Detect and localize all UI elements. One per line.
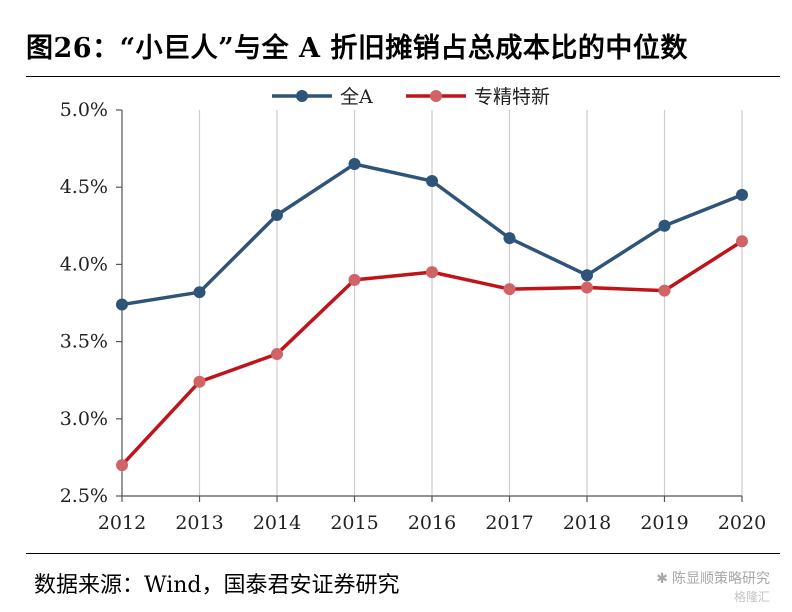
y-tick-label: 4.5% [60, 176, 108, 198]
figure-title: 图26：“小巨人”与全 A 折旧摊销占总成本比的中位数 [26, 33, 688, 64]
x-tick-label: 2020 [718, 512, 766, 534]
data-point [503, 232, 516, 245]
series-1 [116, 158, 748, 311]
x-tick-label: 2016 [408, 512, 456, 534]
watermark-sub: 格隆汇 [733, 590, 770, 604]
x-tick-label: 2015 [330, 512, 378, 534]
grid-lines [198, 110, 743, 496]
data-point [116, 298, 128, 311]
y-tick-label: 5.0% [60, 99, 108, 121]
legend-item: 专精特新 [406, 86, 550, 108]
data-point [193, 286, 206, 299]
watermark: ✱ 陈显顺策略研究 [656, 568, 770, 588]
source-divider [26, 553, 780, 554]
y-tick-label: 4.0% [60, 253, 108, 275]
data-point [658, 284, 671, 297]
legend-marker [296, 90, 308, 102]
data-point [271, 208, 283, 221]
wechat-icon: ✱ [656, 571, 668, 587]
x-tick-label: 2013 [175, 512, 223, 534]
data-point [736, 235, 748, 248]
source-note: 数据来源：Wind，国泰君安证券研究 [34, 573, 400, 598]
x-tick-label: 2019 [640, 512, 688, 534]
data-point [658, 219, 671, 232]
watermark-text: 陈显顺策略研究 [672, 571, 770, 587]
axes: 2.5% 3.0% 3.5% 4.0% 4.5% 5.0% 2012 2013 2014 2015… [60, 99, 766, 534]
x-tick-label: 2014 [253, 512, 301, 534]
legend: 全A 专精特新 [272, 86, 550, 108]
x-tick-label: 2017 [485, 512, 533, 534]
series [116, 158, 748, 472]
legend-item: 全A [272, 86, 373, 108]
title-divider [26, 76, 780, 77]
legend-label: 全A [340, 86, 373, 108]
data-point [193, 375, 206, 388]
data-point [116, 459, 128, 472]
data-point [426, 175, 438, 188]
data-point [271, 347, 283, 360]
data-point [581, 281, 593, 294]
data-point [736, 188, 748, 201]
data-point [581, 269, 593, 282]
x-tick-label: 2018 [563, 512, 611, 534]
data-point [348, 273, 361, 286]
y-tick-label: 3.0% [60, 408, 108, 430]
x-tick-label: 2012 [98, 512, 146, 534]
series-2 [116, 235, 748, 472]
data-point [503, 283, 516, 296]
legend-marker [430, 90, 442, 102]
data-point [348, 158, 361, 171]
data-point [426, 266, 438, 279]
legend-label: 专精特新 [474, 86, 550, 108]
y-tick-label: 2.5% [60, 485, 108, 507]
y-tick-label: 3.5% [60, 331, 108, 353]
